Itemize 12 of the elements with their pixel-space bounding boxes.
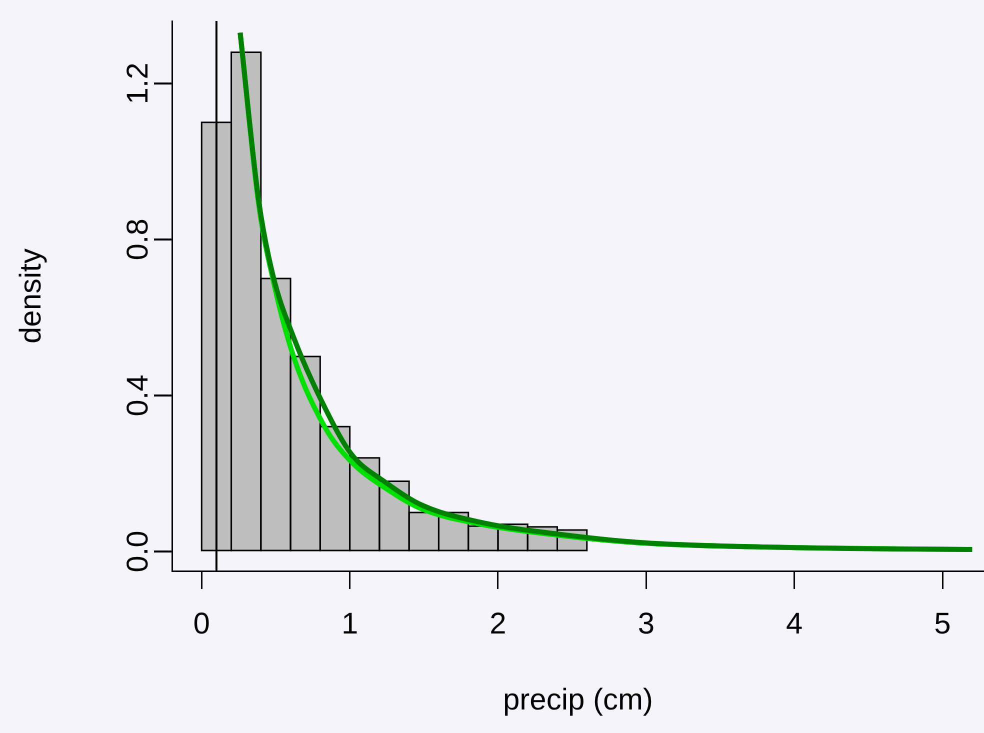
y-tick-label: 1.2	[121, 62, 154, 104]
y-tick-label: 0.0	[121, 530, 154, 572]
y-axis-title: density	[14, 248, 48, 344]
x-tick-label: 0	[193, 607, 210, 640]
x-tick-label: 2	[490, 607, 506, 640]
y-tick-label: 0.4	[121, 374, 154, 416]
x-tick-label: 1	[341, 607, 358, 640]
x-axis-title: precip (cm)	[502, 683, 654, 716]
y-tick-label: 0.8	[121, 218, 154, 260]
x-tick-label: 4	[786, 607, 803, 640]
x-tick-label: 5	[934, 607, 951, 640]
x-tick-label: 3	[638, 607, 655, 640]
